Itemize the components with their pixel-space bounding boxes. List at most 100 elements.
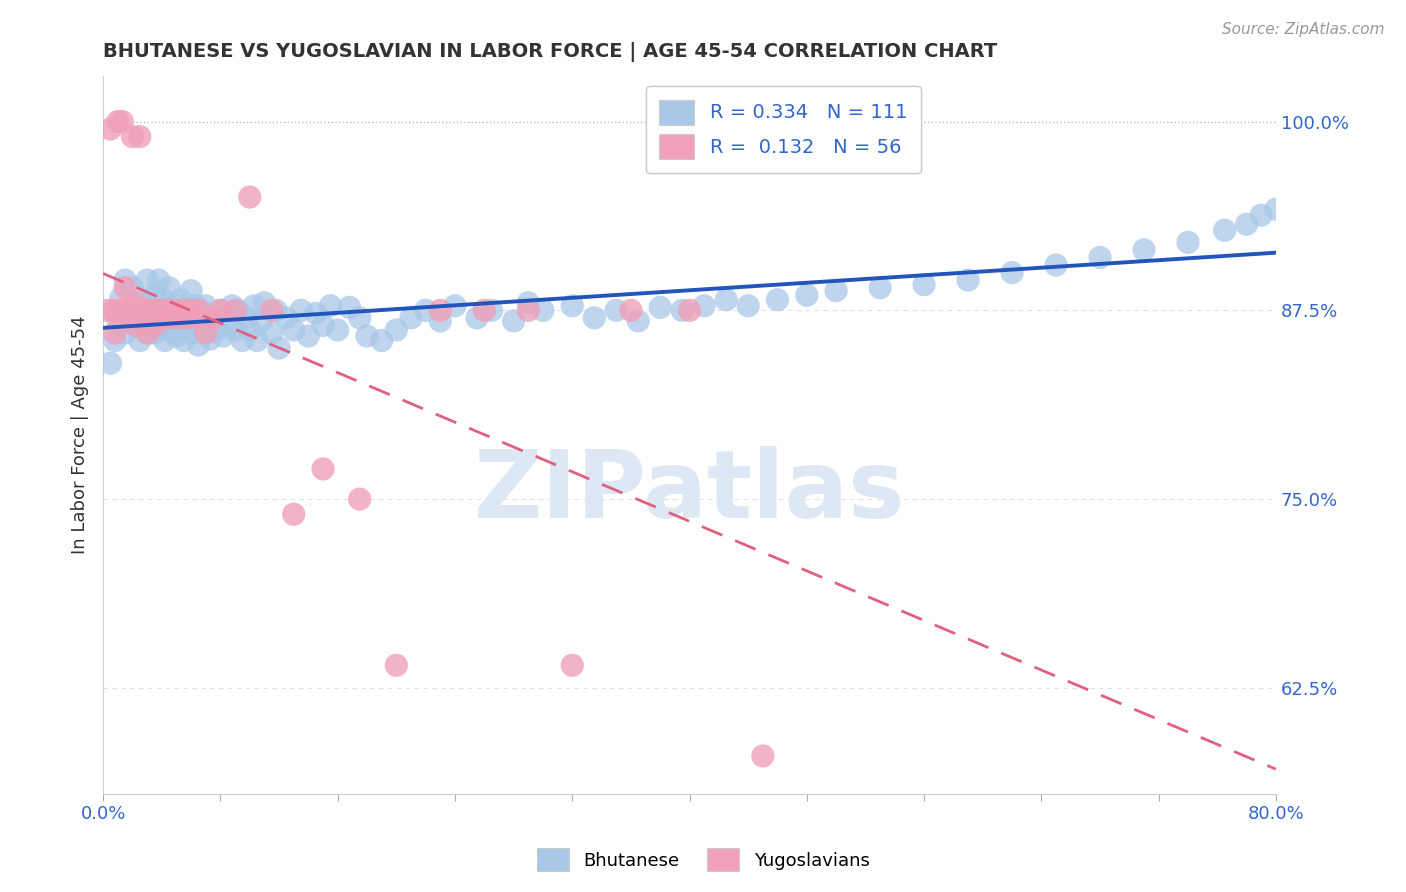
Point xyxy=(114,280,136,294)
Point xyxy=(148,303,170,318)
Point xyxy=(148,310,170,325)
Point xyxy=(124,318,146,333)
Point xyxy=(121,280,143,294)
Point xyxy=(153,310,176,325)
Point xyxy=(184,310,207,325)
Point xyxy=(143,288,166,302)
Point xyxy=(239,323,262,337)
Point xyxy=(385,658,408,673)
Point xyxy=(226,303,249,318)
Point xyxy=(912,277,935,292)
Point xyxy=(583,310,606,325)
Point xyxy=(118,310,141,325)
Point xyxy=(472,303,495,318)
Point xyxy=(752,748,775,763)
Point xyxy=(1177,235,1199,250)
Point xyxy=(177,323,200,337)
Point xyxy=(132,303,155,318)
Point xyxy=(339,301,361,315)
Point xyxy=(165,303,187,318)
Point xyxy=(110,291,132,305)
Point xyxy=(444,299,467,313)
Point xyxy=(121,129,143,144)
Point xyxy=(517,295,540,310)
Point xyxy=(162,310,184,325)
Point xyxy=(224,323,246,337)
Point xyxy=(150,291,173,305)
Point xyxy=(187,308,209,322)
Point xyxy=(150,318,173,333)
Point xyxy=(128,295,150,310)
Point xyxy=(766,293,789,307)
Point xyxy=(253,295,276,310)
Point xyxy=(177,310,200,325)
Point xyxy=(100,356,122,370)
Point xyxy=(183,326,205,340)
Point xyxy=(194,326,217,340)
Point xyxy=(202,310,225,325)
Point xyxy=(111,114,134,128)
Point xyxy=(260,326,283,340)
Point xyxy=(349,310,371,325)
Point xyxy=(139,326,162,340)
Point xyxy=(187,338,209,352)
Point xyxy=(236,310,259,325)
Point xyxy=(194,299,217,313)
Point xyxy=(429,314,451,328)
Point xyxy=(197,306,219,320)
Point xyxy=(671,303,693,318)
Point xyxy=(221,299,243,313)
Point xyxy=(134,310,156,325)
Point xyxy=(415,303,437,318)
Point xyxy=(107,303,129,318)
Point xyxy=(212,329,235,343)
Point xyxy=(326,323,349,337)
Point xyxy=(162,310,184,325)
Point xyxy=(561,658,583,673)
Point xyxy=(246,334,269,348)
Point xyxy=(650,301,672,315)
Point xyxy=(1088,251,1111,265)
Point xyxy=(114,273,136,287)
Point xyxy=(250,314,273,328)
Point xyxy=(184,299,207,313)
Point xyxy=(869,280,891,294)
Point xyxy=(103,303,125,318)
Point xyxy=(693,299,716,313)
Point xyxy=(1213,223,1236,237)
Point xyxy=(180,310,202,325)
Point xyxy=(165,329,187,343)
Point xyxy=(243,299,266,313)
Point xyxy=(349,492,371,507)
Point xyxy=(107,114,129,128)
Point xyxy=(141,303,163,318)
Point xyxy=(194,326,217,340)
Point xyxy=(191,318,214,333)
Point xyxy=(267,341,290,355)
Point xyxy=(1236,217,1258,231)
Point xyxy=(531,303,554,318)
Point xyxy=(128,129,150,144)
Point xyxy=(104,326,127,340)
Text: ZIPatlas: ZIPatlas xyxy=(474,446,905,539)
Point xyxy=(207,323,229,337)
Point xyxy=(1250,208,1272,222)
Point xyxy=(620,303,643,318)
Text: Source: ZipAtlas.com: Source: ZipAtlas.com xyxy=(1222,22,1385,37)
Point xyxy=(157,303,180,318)
Point xyxy=(157,280,180,294)
Point xyxy=(173,334,195,348)
Point xyxy=(561,299,583,313)
Point xyxy=(297,329,319,343)
Point xyxy=(148,273,170,287)
Point xyxy=(104,334,127,348)
Point xyxy=(107,310,129,325)
Point xyxy=(143,303,166,318)
Point xyxy=(217,315,239,329)
Point xyxy=(170,293,193,307)
Point xyxy=(157,323,180,337)
Point xyxy=(305,306,328,320)
Point xyxy=(150,310,173,325)
Point xyxy=(136,273,159,287)
Point xyxy=(399,310,422,325)
